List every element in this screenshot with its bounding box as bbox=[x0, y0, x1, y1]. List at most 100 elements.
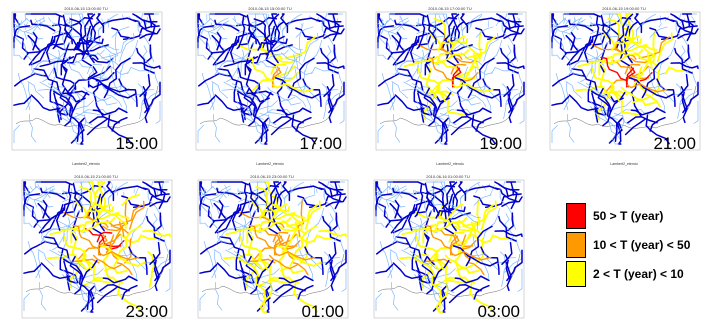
minor-river bbox=[73, 89, 101, 116]
river-segment bbox=[42, 200, 48, 219]
minor-river bbox=[567, 114, 575, 143]
minor-river bbox=[27, 81, 44, 99]
river-segment bbox=[471, 114, 496, 145]
river-segment bbox=[273, 181, 283, 207]
flood-segment-low bbox=[260, 206, 290, 218]
minor-river bbox=[24, 187, 32, 213]
river-segment bbox=[68, 107, 80, 142]
river-segment bbox=[602, 91, 626, 127]
minor-river bbox=[39, 282, 47, 311]
minor-river bbox=[199, 185, 214, 201]
minor-river bbox=[111, 182, 113, 189]
minor-river bbox=[207, 20, 230, 40]
minor-river bbox=[13, 42, 23, 60]
river-segment bbox=[64, 28, 78, 51]
river-segment bbox=[237, 15, 246, 49]
minor-river bbox=[393, 57, 427, 77]
map-frame bbox=[195, 11, 347, 151]
river-segment bbox=[670, 13, 685, 30]
river-segment bbox=[392, 262, 423, 280]
minor-river bbox=[635, 13, 657, 32]
river-segment bbox=[512, 20, 520, 42]
minor-river bbox=[412, 190, 415, 195]
minor-river bbox=[323, 251, 331, 288]
river-segment bbox=[49, 81, 69, 116]
river-segment bbox=[90, 77, 136, 99]
minor-river bbox=[86, 63, 103, 75]
river-segment bbox=[426, 14, 437, 45]
minor-river bbox=[473, 194, 492, 206]
flood-segment-low bbox=[254, 275, 266, 311]
minor-river bbox=[301, 23, 304, 30]
flood-segment-mid bbox=[274, 251, 316, 261]
flood-segment-low bbox=[633, 53, 650, 86]
flood-segment-low bbox=[452, 82, 494, 93]
flood-segment-low bbox=[286, 204, 318, 227]
minor-river bbox=[23, 210, 33, 228]
river-segment bbox=[395, 236, 422, 259]
flood-segment-low bbox=[435, 49, 470, 65]
river-segment bbox=[155, 212, 162, 232]
river-segment bbox=[63, 183, 72, 217]
minor-river bbox=[586, 83, 606, 98]
minor-river bbox=[378, 19, 386, 45]
minor-river bbox=[111, 26, 130, 38]
flood-segment-low bbox=[475, 30, 483, 70]
flood-segment-low bbox=[100, 245, 146, 267]
minor-river bbox=[385, 188, 408, 208]
river-segment bbox=[69, 255, 83, 282]
river-segment bbox=[649, 27, 671, 39]
river-segment bbox=[375, 181, 391, 222]
minor-river bbox=[394, 23, 421, 35]
river-segment bbox=[682, 81, 699, 114]
river-segment bbox=[450, 25, 459, 64]
minor-river bbox=[416, 106, 448, 142]
minor-river bbox=[117, 253, 147, 271]
minor-river bbox=[401, 86, 431, 91]
minor-river bbox=[111, 31, 118, 69]
minor-river bbox=[444, 202, 482, 219]
minor-river bbox=[82, 34, 120, 51]
minor-river bbox=[199, 210, 209, 228]
river-segment bbox=[297, 284, 314, 300]
river-segment bbox=[295, 116, 312, 132]
river-segment bbox=[142, 187, 166, 202]
flood-segment-mid bbox=[291, 261, 309, 276]
river-segment bbox=[423, 210, 432, 241]
minor-river bbox=[426, 181, 445, 192]
flood-segment-low bbox=[84, 206, 114, 218]
flood-segment-low bbox=[428, 28, 442, 51]
river-segment bbox=[377, 95, 396, 106]
river-segment bbox=[239, 183, 248, 217]
river-segment bbox=[467, 57, 495, 99]
river-segment bbox=[53, 15, 62, 49]
river-segment bbox=[136, 15, 158, 23]
minor-river bbox=[281, 183, 283, 190]
minor-river bbox=[131, 207, 149, 240]
minor-river bbox=[23, 185, 38, 201]
flood-segment-low bbox=[236, 43, 283, 61]
flood-segment-low bbox=[458, 219, 483, 236]
minor-river bbox=[461, 13, 483, 32]
minor-river bbox=[316, 189, 318, 194]
river-segment bbox=[271, 13, 281, 39]
flood-segment-low bbox=[112, 213, 127, 231]
river-segment bbox=[392, 187, 418, 200]
map-frame bbox=[373, 179, 525, 319]
flood-segment-low bbox=[466, 45, 481, 63]
minor-river bbox=[215, 282, 223, 311]
minor-river bbox=[13, 17, 28, 33]
minor-river bbox=[135, 187, 139, 196]
minor-river bbox=[438, 15, 442, 21]
river-segment bbox=[450, 118, 472, 136]
flood-segment-mid bbox=[449, 234, 460, 256]
river-segment bbox=[590, 90, 612, 109]
river-segment bbox=[421, 255, 435, 282]
river-segment bbox=[473, 195, 495, 207]
flood-segment-high bbox=[96, 231, 113, 243]
minor-river bbox=[221, 86, 251, 91]
river-map bbox=[373, 179, 525, 319]
river-segment bbox=[241, 88, 274, 96]
minor-river bbox=[376, 187, 384, 213]
river-segment bbox=[86, 25, 95, 64]
